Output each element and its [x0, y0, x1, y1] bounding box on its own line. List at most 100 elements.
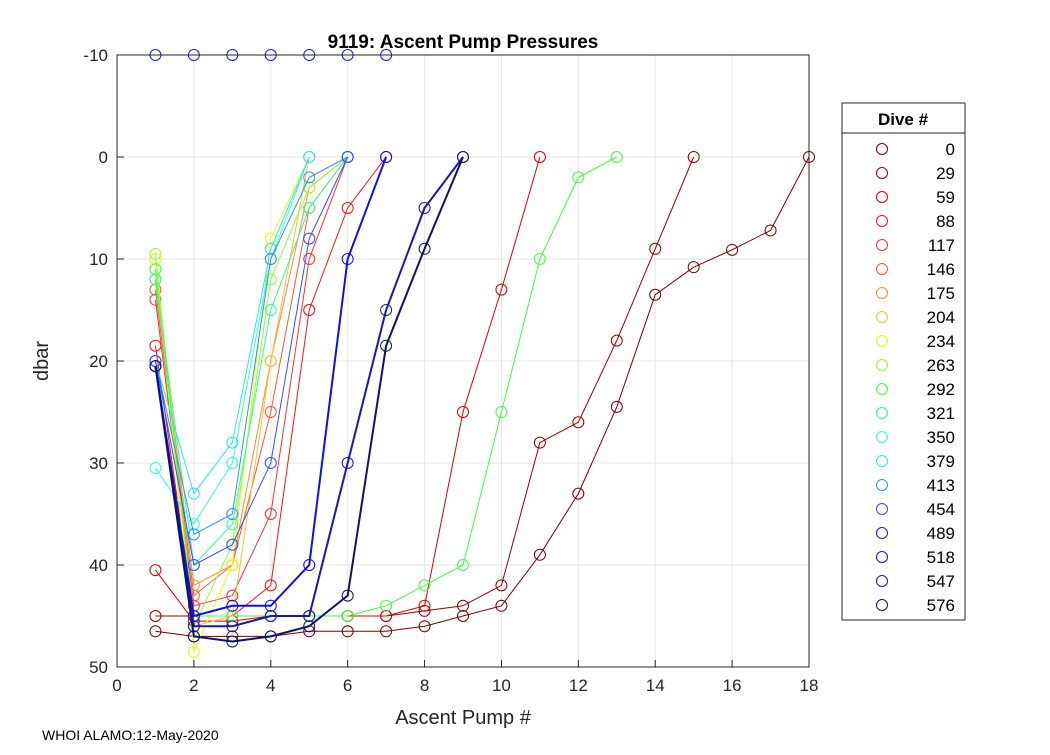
x-tick-label: 4 [266, 676, 275, 695]
data-point [341, 253, 354, 265]
data-point [418, 202, 431, 214]
series-line [154, 156, 349, 567]
data-point [226, 518, 239, 531]
series-454 [149, 151, 354, 571]
data-point [149, 253, 162, 265]
legend-label: 489 [927, 524, 955, 543]
data-point [341, 457, 354, 469]
data-point [264, 232, 277, 245]
legend-label: 88 [936, 212, 955, 231]
legend-marker [876, 431, 888, 443]
legend-label: 234 [927, 332, 955, 351]
data-point [264, 508, 277, 520]
data-point [572, 171, 585, 184]
data-point [457, 610, 469, 622]
series-layer [149, 49, 815, 658]
legend-marker [876, 263, 888, 275]
data-point [264, 630, 277, 643]
series-line [154, 156, 464, 628]
data-point [264, 273, 277, 286]
series-line [154, 156, 388, 618]
series-line [154, 156, 618, 617]
data-point [187, 518, 200, 531]
data-point [495, 406, 508, 418]
data-point [533, 436, 546, 449]
legend-label: 379 [927, 452, 955, 471]
data-point [264, 355, 277, 367]
legend-marker [876, 551, 888, 563]
data-point [610, 151, 623, 163]
legend-marker [876, 383, 888, 395]
data-point [226, 559, 239, 571]
y-tick-label: 10 [89, 250, 108, 269]
data-point [149, 283, 162, 296]
data-point [226, 635, 239, 648]
data-point [572, 416, 585, 429]
legend: Dive # 0 29 59 88 117 146 175 204 234 263 292 321 35… [841, 102, 966, 621]
data-point [303, 610, 316, 622]
y-tick-label: 0 [99, 148, 108, 167]
legend-label: 29 [936, 164, 955, 183]
data-point [418, 579, 431, 592]
y-tick-label: 50 [89, 658, 108, 677]
data-point [380, 625, 393, 638]
legend-marker [876, 407, 888, 419]
x-tick-label: 2 [189, 676, 198, 695]
series-line [154, 156, 310, 495]
data-point [264, 599, 277, 612]
data-point [341, 610, 354, 622]
series-line [154, 156, 464, 643]
series-518 [149, 151, 393, 622]
legend-label: 454 [927, 500, 955, 519]
legend-marker [876, 455, 888, 467]
data-point [533, 548, 546, 561]
data-point [610, 334, 623, 347]
legend-label: 175 [927, 284, 955, 303]
x-tick-label: 6 [343, 676, 352, 695]
data-point [495, 579, 508, 592]
legend-label: 350 [927, 428, 955, 447]
data-point [687, 151, 700, 163]
data-point [572, 487, 585, 500]
data-point [457, 151, 469, 163]
data-point [457, 559, 469, 571]
legend-marker [876, 575, 888, 587]
data-point [533, 253, 546, 265]
data-point [303, 559, 316, 571]
legend-marker [876, 527, 888, 539]
data-point [380, 610, 393, 622]
data-point [149, 462, 162, 475]
x-tick-label: 0 [112, 676, 121, 695]
data-point [226, 620, 239, 633]
data-point [149, 247, 162, 260]
x-tick-label: 14 [646, 676, 665, 695]
y-axis-label: dbar [31, 341, 53, 381]
legend-label: 263 [927, 356, 955, 375]
footer-note: WHOI ALAMO:12-May-2020 [42, 727, 219, 743]
data-point [264, 242, 277, 255]
data-point [226, 589, 239, 602]
legend-marker [876, 143, 888, 155]
data-point [418, 620, 431, 633]
legend-label: 518 [927, 548, 955, 567]
data-point [226, 610, 239, 622]
data-point [495, 283, 508, 296]
data-point [495, 599, 508, 612]
legend-label: 204 [927, 308, 955, 327]
series-line [155, 156, 310, 526]
data-point [418, 242, 431, 255]
data-point [380, 339, 393, 352]
data-point [149, 564, 162, 577]
y-tick-label: -10 [83, 46, 108, 65]
series-line [154, 156, 348, 536]
y-tick-label: 20 [89, 352, 108, 371]
data-point [380, 599, 393, 612]
legend-label: 547 [927, 572, 955, 591]
data-point [226, 538, 239, 551]
data-point [264, 406, 277, 418]
series-line [154, 156, 348, 629]
data-point [149, 293, 162, 306]
data-point [187, 645, 200, 658]
